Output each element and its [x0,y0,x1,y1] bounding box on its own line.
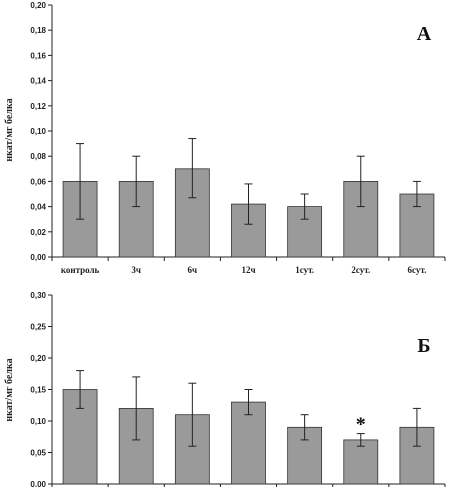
bar-b [343,439,379,485]
y-tick-label-b: 0,20 [30,354,46,363]
y-tick-label-a: 0,00 [30,253,46,262]
category-label-a: 2сут. [351,265,370,275]
category-label-a: 12ч [241,265,255,275]
y-tick-label-a: 0,02 [30,228,46,237]
y-tick-label-a: 0,14 [30,77,46,86]
y-tick-label-a: 0,20 [30,1,46,10]
panel-letter-a: A [417,23,432,45]
category-label-a: 1сут. [295,265,314,275]
y-tick-label-b: 0,10 [30,417,46,426]
category-label-a: 6ч [188,265,198,275]
y-tick-label-b: 0,05 [30,449,46,458]
y-tick-label-b: 0,25 [30,323,46,332]
y-axis-title-a: нкат/мг белка [4,98,15,161]
y-tick-label-a: 0,18 [30,26,46,35]
category-label-a: 3ч [131,265,141,275]
category-label-a: 6сут. [407,265,426,275]
y-tick-label-a: 0,10 [30,127,46,136]
y-tick-label-a: 0,08 [30,152,46,161]
y-tick-label-b: 0,30 [30,291,46,300]
category-label-a: контроль [61,265,100,275]
chart-panel-a: 0,00 0,02 0,04 0,06 0,08 0,10 0,12 0,14 0,16 0,18… [4,1,446,275]
y-axis-title-b: нкат/мг белка [4,358,15,421]
y-tick-label-b: 0,00 [30,480,46,487]
y-tick-label-a: 0,12 [30,102,46,111]
y-tick-label-a: 0,16 [30,51,46,60]
y-tick-label-a: 0,06 [30,177,46,186]
panel-letter-b: Б [417,335,430,357]
significance-marker-b: * [356,414,366,436]
chart-panel-b: 0,00 0,05 0,10 0,15 0,20 0,25 0,30 * нкат/мг бел… [4,291,446,487]
y-tick-label-b: 0,15 [30,386,46,395]
y-tick-label-a: 0,04 [30,203,46,212]
bar-b [231,401,266,485]
